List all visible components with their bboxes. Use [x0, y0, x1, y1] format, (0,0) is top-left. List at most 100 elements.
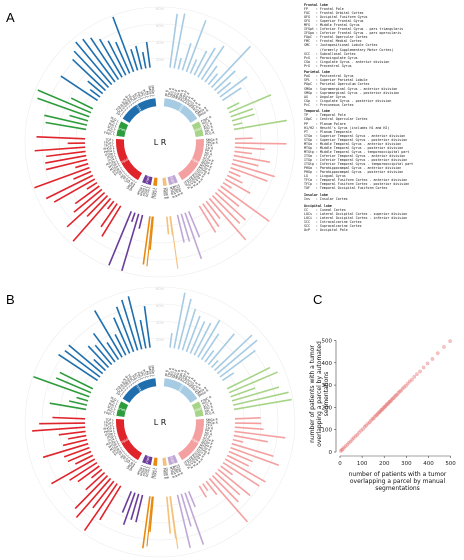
legend-row: PrG : Precentral Gyrus [304, 64, 462, 68]
scatter-point [436, 351, 439, 354]
parcel-bar [212, 476, 238, 502]
parcel-bar [235, 418, 261, 419]
parcel-bar [39, 423, 85, 424]
x-tick-label: 100 [357, 461, 368, 467]
parcel-bar [167, 497, 170, 534]
ring-tick-label: 40% [156, 41, 164, 45]
ring-tick-label: 80% [156, 7, 164, 11]
parcel-bar [235, 427, 264, 429]
parcel-bar [212, 196, 239, 224]
parcel-bar [32, 427, 85, 431]
parcel-bar [71, 98, 93, 109]
parcel-bar [182, 43, 191, 70]
parcel-bar [235, 147, 265, 149]
parcel-bar [75, 164, 88, 168]
parcel-bar [46, 151, 85, 156]
parcel-bar [37, 137, 86, 139]
x-tick-label: 0 [338, 461, 342, 467]
scatter-point [442, 345, 445, 348]
parcel-bar [215, 193, 245, 221]
parcel-bar [206, 481, 217, 495]
parcel-label: PHGa R [162, 468, 167, 480]
parcel-bar [227, 103, 239, 109]
parcel-bar [223, 183, 231, 188]
x-tick-label: 300 [401, 461, 412, 467]
legend-row: TOF : Temporal Occipital Fusiform Cortex [304, 186, 462, 190]
parcel-bar [205, 66, 217, 82]
lobe-arc-insular-left [153, 458, 157, 466]
parcel-bar [51, 459, 94, 484]
parcel-bar [229, 452, 252, 462]
parcel-bar [68, 452, 91, 462]
parcel-bar [229, 172, 240, 177]
parcel-bar [181, 494, 191, 526]
parcel-bar [178, 58, 181, 69]
parcel-bar [122, 214, 139, 271]
parcel-bar [59, 355, 98, 381]
panel-label-a: A [6, 10, 15, 25]
parcel-bar [34, 168, 89, 188]
parcel-bar [218, 469, 250, 495]
parcel-bar [167, 217, 169, 235]
parcel-label: PCG R [205, 411, 215, 417]
x-tick-label: 500 [445, 461, 456, 467]
parcel-bar [220, 350, 255, 377]
parcel-bar [77, 398, 88, 401]
parcel-bar [140, 320, 145, 348]
parcel-label: TOF L [104, 138, 114, 142]
ring-tick-label: 60% [156, 304, 164, 308]
lobe-arc-insular-right [163, 458, 167, 466]
parcel-label: TOF L [104, 418, 114, 422]
parcel-bar [76, 42, 112, 85]
parcel-bar [189, 211, 200, 237]
ring-tick-label: 20% [156, 338, 164, 342]
scatter-point [410, 378, 413, 381]
parcel-bar [122, 491, 131, 512]
parcel-bar [233, 123, 242, 125]
parcel-bar [143, 52, 146, 68]
hemisphere-label: L R [154, 418, 167, 427]
ring-tick-label: 60% [156, 24, 164, 28]
parcel-bar [215, 335, 253, 370]
ring-tick-label: 20% [156, 58, 164, 62]
ring-tick-label: 80% [156, 287, 164, 291]
parcel-bar [234, 120, 287, 129]
panel-label-b: B [6, 292, 15, 307]
x-tick-label: 200 [379, 461, 390, 467]
parcel-bar [235, 138, 253, 139]
parcel-bar [59, 431, 86, 434]
parcel-bar [52, 417, 85, 418]
parcel-bar [67, 193, 104, 227]
parcel-bar [212, 46, 251, 87]
parcel-label: PHGa R [162, 188, 167, 200]
parcel-bar [234, 400, 292, 410]
parcel-bar [147, 42, 150, 68]
parcel-bar [225, 459, 265, 482]
parcel-bar [170, 333, 172, 348]
parcel-bar [227, 455, 249, 466]
legend-row: PcC : Precuneous Cortex [304, 103, 462, 107]
ring-tick-label: 40% [156, 321, 164, 325]
y-tick-label: 100 [322, 428, 333, 434]
y-tick-label: 0 [329, 450, 333, 456]
y-tick-label: 400 [322, 361, 333, 367]
parcel-bar [143, 216, 150, 264]
parcel-bar [107, 342, 118, 359]
scatter-point [422, 366, 425, 369]
parcel-bar [61, 76, 98, 100]
scatter-point [426, 362, 429, 365]
legend-row: Ins : Insular Cortex [304, 197, 462, 201]
scatter-point [448, 339, 451, 342]
scatter-point [413, 375, 416, 378]
scatter-point [418, 370, 421, 373]
parcel-bar [115, 334, 126, 355]
panel-label-c: C [313, 292, 322, 307]
parcel-label: PCG R [205, 131, 215, 137]
parcel-bar [108, 201, 114, 209]
parcel-bar [234, 151, 252, 153]
parcel-bar [217, 82, 230, 93]
